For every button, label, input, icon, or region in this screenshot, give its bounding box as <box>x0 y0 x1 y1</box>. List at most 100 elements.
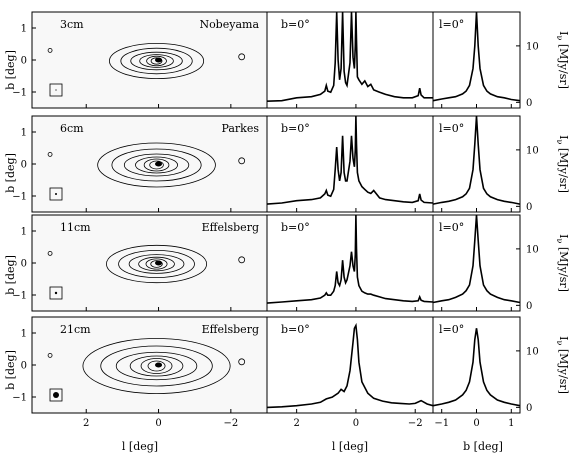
intensity-ylabel-symbol: I <box>557 234 570 238</box>
contour-level <box>147 360 166 372</box>
contour-blob <box>47 151 53 157</box>
contour-level <box>135 156 179 174</box>
map-telescope-label: Parkes <box>221 122 259 135</box>
intensity-ylabel: Iν [MJy/sr] <box>555 336 570 394</box>
intensity-ylabel: Iν [MJy/sr] <box>555 135 570 193</box>
map-ytick-label: −1 <box>12 291 27 302</box>
contour-level <box>130 51 183 71</box>
intensity-ytick-label: 0 <box>526 202 532 213</box>
intensity-ylabel-symbol: I <box>557 31 570 35</box>
intensity-ylabel-subscript: ν <box>555 238 564 243</box>
contour-level <box>139 54 174 68</box>
cut-xtick-label: 0 <box>473 418 479 429</box>
profile-line <box>266 322 434 409</box>
beam-icon <box>54 291 58 295</box>
map-xtick-label: −2 <box>223 418 238 429</box>
intensity-ylabel-symbol: I <box>557 336 570 340</box>
map-wavelength-label: 6cm <box>60 122 84 135</box>
intensity-ylabel-subscript: ν <box>555 139 564 144</box>
map-panel-21cm: 21cm Effelsberg 1 0 −1 2 0 −2 <box>12 316 268 429</box>
intensity-ytick-label: 0 <box>526 403 532 414</box>
profile-xtick-label: 0 <box>353 418 359 429</box>
cut-panel-3cm: l=0° 10 0 Iν [MJy/sr] <box>432 11 570 109</box>
beam-icon <box>53 392 59 398</box>
map-xtick-label: 2 <box>83 418 89 429</box>
map-ytick-label: 0 <box>21 56 27 67</box>
map-telescope-label: Effelsberg <box>202 323 259 336</box>
profile-panel-6cm: b=0° <box>266 115 434 213</box>
intensity-ytick-label: 10 <box>526 346 539 357</box>
intensity-ylabel: Iν [MJy/sr] <box>555 31 570 89</box>
map-ytick-label: 0 <box>21 259 27 270</box>
profile-line <box>266 214 434 304</box>
cut-line <box>432 328 521 407</box>
contour-level <box>82 338 231 394</box>
map-ytick-label: 1 <box>21 24 27 35</box>
profile-xlabel: l [deg] <box>332 440 368 453</box>
cut-line <box>432 115 521 205</box>
beam-icon <box>55 193 57 195</box>
map-ytick-label: −1 <box>12 393 27 404</box>
contour-level <box>143 158 170 172</box>
contour-level <box>129 355 184 377</box>
map-panel-6cm: 6cm Parkes 1 0 −1 <box>12 115 268 213</box>
intensity-ytick-label: 10 <box>526 145 539 156</box>
contour-level <box>123 153 190 177</box>
map-telescope-label: Nobeyama <box>199 18 259 31</box>
cut-label: l=0° <box>439 323 464 336</box>
contour-blob <box>238 358 246 366</box>
beam-box <box>49 388 63 402</box>
cut-line <box>432 11 521 102</box>
profile-label: b=0° <box>281 323 310 336</box>
map-telescope-label: Effelsberg <box>202 221 259 234</box>
source-peak <box>155 260 163 266</box>
map-ylabel-row-2: b [deg] <box>4 153 17 193</box>
map-panel-3cm: 3cm Nobeyama 1 0 −1 <box>12 11 268 109</box>
contour-blob <box>47 48 53 53</box>
map-wavelength-label: 21cm <box>60 323 91 336</box>
cut-label: l=0° <box>439 122 464 135</box>
map-ytick-label: 1 <box>21 128 27 139</box>
profile-line <box>266 11 433 102</box>
contour-level <box>106 244 208 284</box>
map-ytick-label: 1 <box>21 329 27 340</box>
contour-level <box>150 260 163 268</box>
map-panel-11cm: 11cm Effelsberg 1 0 −1 <box>12 214 268 312</box>
intensity-ylabel-unit: [MJy/sr] <box>557 243 570 292</box>
map-xtick-label: 0 <box>155 418 161 429</box>
contour-level <box>115 351 198 381</box>
contour-level <box>97 142 216 188</box>
intensity-ytick-label: 10 <box>526 41 539 52</box>
intensity-ylabel: Iν [MJy/sr] <box>555 234 570 292</box>
profile-label: b=0° <box>281 221 310 234</box>
profile-panel-11cm: b=0° <box>266 214 434 312</box>
map-ytick-label: 0 <box>21 361 27 372</box>
cut-line <box>432 214 521 304</box>
cut-xtick-label: −1 <box>434 418 449 429</box>
cut-panel-11cm: l=0° 10 0 Iν [MJy/sr] <box>432 214 570 312</box>
contour-level <box>138 256 175 272</box>
source-peak <box>155 362 163 368</box>
profile-xtick-label: −2 <box>408 418 423 429</box>
cut-panel-21cm: l=0° −1 0 1 10 0 Iν [MJy/sr] <box>432 316 570 429</box>
map-ylabel-row-3: b [deg] <box>4 255 17 295</box>
map-ytick-label: −1 <box>12 192 27 203</box>
contour-level <box>150 57 163 65</box>
profile-label: b=0° <box>281 18 310 31</box>
profile-label: b=0° <box>281 122 310 135</box>
contour-level <box>128 254 185 274</box>
beam-box <box>49 83 63 97</box>
profile-panel-3cm: b=0° <box>266 11 434 109</box>
cut-label: l=0° <box>439 18 464 31</box>
map-frame <box>31 11 268 109</box>
intensity-ylabel-subscript: ν <box>555 340 564 345</box>
map-ylabel-row-4: b [deg] <box>4 350 17 390</box>
cut-xtick-label: 1 <box>508 418 514 429</box>
contour-level <box>120 47 193 75</box>
cut-panel-6cm: l=0° 10 0 Iν [MJy/sr] <box>432 115 570 213</box>
contour-blob <box>238 256 246 264</box>
source-peak <box>155 57 163 63</box>
beam-box <box>49 187 63 201</box>
